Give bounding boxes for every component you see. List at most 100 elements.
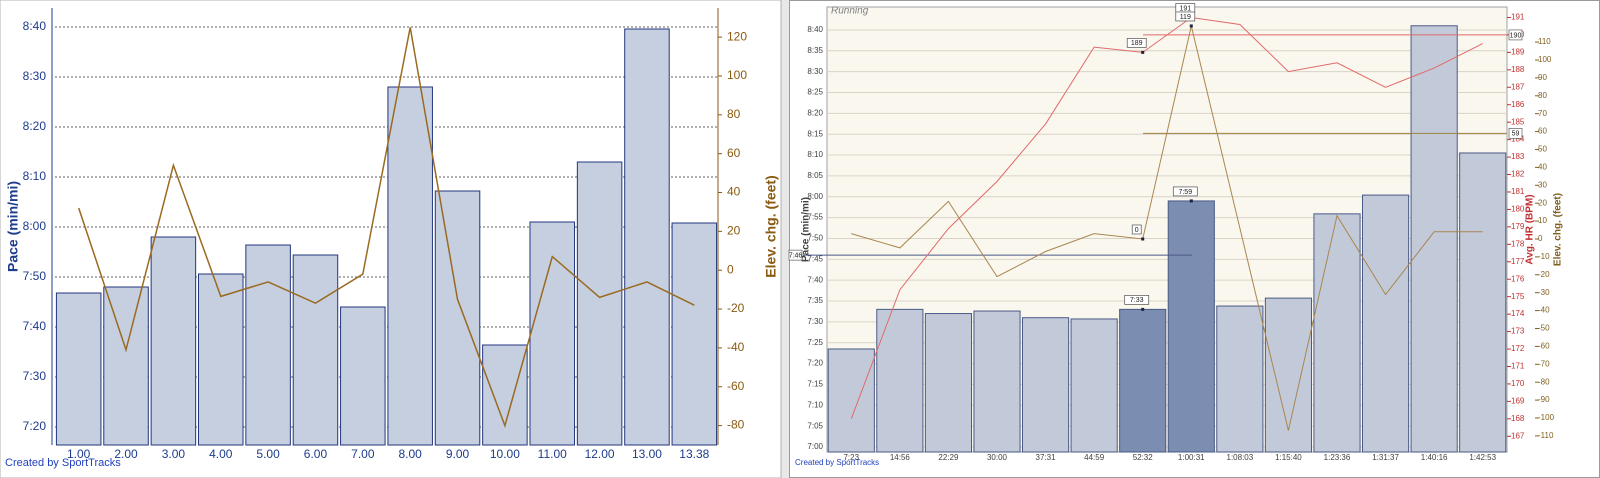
bar — [924, 313, 972, 453]
y3-tick-label: -90 — [1538, 395, 1550, 404]
bar — [1410, 25, 1458, 453]
y2-tick-label: 173 — [1511, 327, 1525, 336]
bar — [1264, 297, 1313, 453]
y2-tick-label: 60 — [727, 146, 741, 160]
y-tick-label: 8:00 — [23, 219, 47, 233]
y3-tick-label: 60 — [1538, 127, 1547, 136]
chart-title: Running — [831, 6, 869, 17]
bar — [482, 344, 528, 446]
y-tick-label: 8:20 — [807, 108, 823, 117]
y-tick-label: 7:10 — [807, 400, 823, 409]
bar — [1459, 152, 1507, 453]
bar — [576, 161, 623, 446]
bar — [1313, 213, 1361, 453]
y-tick-label: 7:35 — [807, 296, 823, 305]
x-tick-label: 1.00 — [67, 447, 91, 461]
x-tick-label: 7:23 — [843, 453, 859, 462]
y2-tick-label: 184 — [1511, 135, 1525, 144]
y-tick-label: 7:40 — [807, 275, 823, 284]
y3-tick-label: -60 — [1538, 341, 1550, 350]
y-tick-label: 8:25 — [807, 88, 823, 97]
y2-tick-label: 191 — [1511, 13, 1525, 22]
reference-label: 7:46 — [789, 252, 803, 259]
bar — [1119, 308, 1167, 453]
x-tick-label: 52:32 — [1133, 453, 1154, 462]
y3-tick-label: -80 — [1538, 377, 1550, 386]
y2-tick-label: 172 — [1511, 344, 1525, 353]
data-label: 119 — [1180, 14, 1191, 21]
y3-tick-label: 40 — [1538, 162, 1547, 171]
y-tick-label: 7:15 — [807, 380, 823, 389]
reference-label: 59 — [1512, 131, 1520, 138]
y2-tick-label: 181 — [1511, 187, 1525, 196]
x-tick-label: 30:00 — [987, 453, 1008, 462]
y-axis-title: Pace (min/mi) — [801, 197, 812, 262]
reference-label-box — [1508, 29, 1523, 41]
reference-label-box — [1508, 128, 1523, 139]
y2-tick-label: 168 — [1511, 414, 1525, 423]
y2-tick-label: 174 — [1511, 309, 1525, 318]
bar — [55, 292, 102, 446]
y2-tick-label: 180 — [1511, 205, 1525, 214]
x-tick-label: 8.00 — [398, 447, 422, 461]
y-tick-label: 8:40 — [807, 25, 823, 34]
data-label: 0 — [1135, 227, 1139, 234]
y3-tick-label: 20 — [1538, 198, 1547, 207]
y3-axis-title: Elev. chg. (feet) — [1553, 193, 1564, 266]
y2-tick-label: 176 — [1511, 274, 1525, 283]
bar — [292, 254, 339, 446]
y3-tick-label: 10 — [1538, 216, 1547, 225]
y3-tick-label: -110 — [1538, 431, 1554, 440]
y2-tick-label: 177 — [1511, 257, 1525, 266]
x-tick-label: 7.00 — [351, 447, 375, 461]
x-tick-label: 4.00 — [209, 447, 233, 461]
y-tick-label: 7:20 — [23, 419, 47, 433]
point-marker — [1141, 237, 1145, 241]
y-tick-label: 8:05 — [807, 171, 823, 180]
x-tick-label: 37:31 — [1036, 453, 1057, 462]
data-label: 7:33 — [1130, 297, 1144, 304]
point-marker — [1141, 50, 1145, 54]
y3-tick-label: -50 — [1538, 324, 1550, 333]
y2-tick-label: -80 — [727, 418, 745, 432]
y3-tick-label: 110 — [1538, 37, 1551, 46]
y2-tick-label: 167 — [1511, 431, 1525, 440]
y3-tick-label: 0 — [1538, 234, 1543, 243]
bar — [197, 273, 244, 446]
bar — [1070, 318, 1118, 453]
y2-tick-label: -60 — [727, 379, 745, 393]
y-tick-label: 7:05 — [807, 421, 823, 430]
bar — [1167, 200, 1215, 453]
y2-tick-label: 185 — [1511, 117, 1525, 126]
y2-axis-title: Avg. HR (BPM) — [1525, 194, 1536, 264]
bar — [876, 308, 924, 453]
y2-tick-label: 183 — [1511, 152, 1525, 161]
data-label: 189 — [1131, 40, 1143, 47]
y3-tick-label: 80 — [1538, 91, 1547, 100]
x-tick-label: 3.00 — [162, 447, 186, 461]
data-label-box — [1175, 11, 1196, 22]
x-tick-label: 1:15:40 — [1275, 453, 1302, 462]
y2-tick-label: 80 — [727, 107, 741, 121]
x-tick-label: 13.38 — [679, 447, 709, 461]
footer: Created by SportTracks — [5, 457, 121, 469]
y-tick-label: 8:10 — [23, 169, 47, 183]
data-label: 191 — [1179, 5, 1191, 12]
y-tick-label: 8:15 — [807, 129, 823, 138]
y2-tick-label: 189 — [1511, 47, 1525, 56]
bar — [387, 86, 433, 446]
x-tick-label: 1:31:37 — [1372, 453, 1399, 462]
x-tick-label: 5.00 — [256, 447, 280, 461]
footer: Created by SportTracks — [795, 458, 879, 467]
y2-tick-label: 169 — [1511, 397, 1525, 406]
reference-label: 190 — [1510, 32, 1522, 39]
bar — [340, 306, 386, 446]
y2-tick-label: 186 — [1511, 100, 1525, 109]
y-tick-label: 7:25 — [807, 338, 823, 347]
point-marker — [1141, 307, 1145, 311]
x-tick-label: 1:40:16 — [1421, 453, 1448, 462]
x-tick-label: 10.00 — [490, 447, 520, 461]
y2-tick-label: 171 — [1511, 362, 1525, 371]
y-tick-label: 8:30 — [807, 67, 823, 76]
x-tick-label: 22:29 — [938, 453, 959, 462]
